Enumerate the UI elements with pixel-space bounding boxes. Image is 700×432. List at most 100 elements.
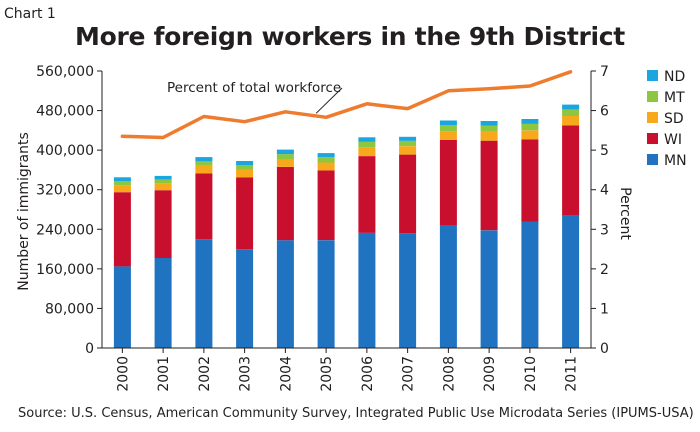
y-tick-label: 160,000: [36, 262, 94, 278]
x-tick-label: 2002: [197, 356, 213, 392]
bar-sd-2009: [480, 131, 498, 141]
bar-nd-2011: [562, 104, 580, 110]
bar-mt-2002: [195, 161, 213, 166]
x-tick-label: 2006: [360, 356, 376, 392]
line-group: [120, 70, 573, 140]
x-tick-label: 2011: [564, 356, 580, 392]
bar-mn-2003: [236, 249, 254, 348]
bar-sd-2011: [562, 116, 580, 126]
bar-nd-2002: [195, 157, 213, 162]
bar-nd-2000: [113, 177, 131, 182]
bar-wi-2006: [358, 156, 376, 233]
bar-mn-2002: [195, 239, 213, 348]
x-tick-label: 2005: [319, 356, 335, 392]
bar-mn-2006: [358, 232, 376, 348]
chart-label: Chart 1: [4, 6, 56, 22]
y-tick-label: 400,000: [36, 143, 94, 159]
y-tick-label: 0: [85, 341, 94, 357]
bar-wi-2008: [439, 139, 457, 226]
x-tick-label: 2007: [401, 356, 417, 392]
y2-tick-label: 0: [600, 341, 609, 357]
bar-nd-2009: [480, 121, 498, 126]
bar-nd-2008: [439, 120, 457, 125]
y-tick-label: 240,000: [36, 222, 94, 238]
bar-sd-2003: [236, 169, 254, 178]
y-tick-label: 560,000: [36, 64, 94, 80]
y2-tick-label: 2: [600, 262, 609, 278]
bar-mt-2010: [521, 123, 539, 131]
y-tick-label: 80,000: [45, 301, 94, 317]
bar-wi-2004: [276, 167, 294, 241]
bar-mt-2005: [317, 157, 335, 163]
bar-nd-2001: [154, 175, 172, 180]
legend-group: ND MT SD WI MN: [647, 69, 687, 169]
x-tick-label: 2009: [482, 356, 498, 392]
bar-wi-2000: [113, 192, 131, 267]
bar-mt-2003: [236, 165, 254, 170]
y2-tick-label: 1: [600, 301, 609, 317]
legend-label-mt: MT: [664, 90, 685, 106]
bar-mt-2009: [480, 125, 498, 132]
bar-mn-2005: [317, 240, 335, 348]
bar-wi-2010: [521, 139, 539, 222]
y2-tick-label: 3: [600, 222, 609, 238]
axes-group: 2000 2001 2002 2003 2004 2005 2006 2007 2008 2009…: [36, 64, 609, 392]
bar-wi-2005: [317, 170, 335, 241]
bar-wi-2002: [195, 173, 213, 240]
legend-label-wi: WI: [664, 132, 682, 148]
bar-nd-2006: [358, 137, 376, 142]
bar-wi-2009: [480, 140, 498, 231]
y-axis-title: Number of immigrants: [16, 132, 32, 291]
percent-workforce-line: [120, 70, 573, 140]
y2-tick-label: 6: [600, 104, 609, 120]
legend-swatch-sd: [647, 112, 658, 123]
bar-mn-2011: [562, 215, 580, 348]
bar-sd-2008: [439, 131, 457, 140]
bar-sd-2004: [276, 159, 294, 167]
bar-mt-2007: [399, 140, 417, 147]
legend-swatch-wi: [647, 133, 658, 144]
y-tick-label: 480,000: [36, 104, 94, 120]
legend-swatch-mt: [647, 91, 658, 102]
bar-mt-2001: [154, 179, 172, 184]
line-annotation: Percent of total workforce: [167, 80, 341, 96]
legend-label-nd: ND: [664, 69, 685, 85]
bar-sd-2002: [195, 166, 213, 174]
bar-sd-2005: [317, 162, 335, 171]
bar-sd-2010: [521, 130, 539, 140]
bar-nd-2005: [317, 153, 335, 158]
y-tick-label: 320,000: [36, 183, 94, 199]
legend-swatch-nd: [647, 70, 658, 81]
bar-sd-2000: [113, 185, 131, 193]
bar-mt-2006: [358, 141, 376, 148]
bar-sd-2007: [399, 146, 417, 155]
bar-wi-2003: [236, 177, 254, 249]
x-tick-label: 2003: [238, 356, 254, 392]
chart-title: More foreign workers in the 9th District: [75, 22, 625, 51]
bar-mn-2001: [154, 258, 172, 348]
legend-label-sd: SD: [664, 111, 684, 127]
bar-mn-2010: [521, 221, 539, 348]
x-tick-label: 2001: [156, 356, 172, 392]
bar-mn-2000: [113, 266, 131, 348]
legend-swatch-mn: [647, 154, 658, 165]
y2-axis-title: Percent: [617, 187, 633, 240]
bar-mt-2008: [439, 124, 457, 132]
bar-mt-2011: [562, 109, 580, 116]
bar-nd-2007: [399, 136, 417, 141]
bar-mn-2008: [439, 225, 457, 348]
bars-group: [113, 104, 580, 348]
annotation-leader-line: [315, 87, 343, 114]
legend-label-mn: MN: [664, 153, 687, 169]
bar-wi-2001: [154, 190, 172, 258]
bar-nd-2004: [276, 149, 294, 155]
bar-mn-2007: [399, 233, 417, 348]
y2-tick-label: 4: [600, 183, 609, 199]
y2-tick-label: 5: [600, 143, 609, 159]
x-tick-label: 2010: [523, 356, 539, 392]
x-tick-label: 2008: [441, 356, 457, 392]
source-note: Source: U.S. Census, American Community …: [18, 406, 694, 421]
bar-nd-2010: [521, 119, 539, 124]
